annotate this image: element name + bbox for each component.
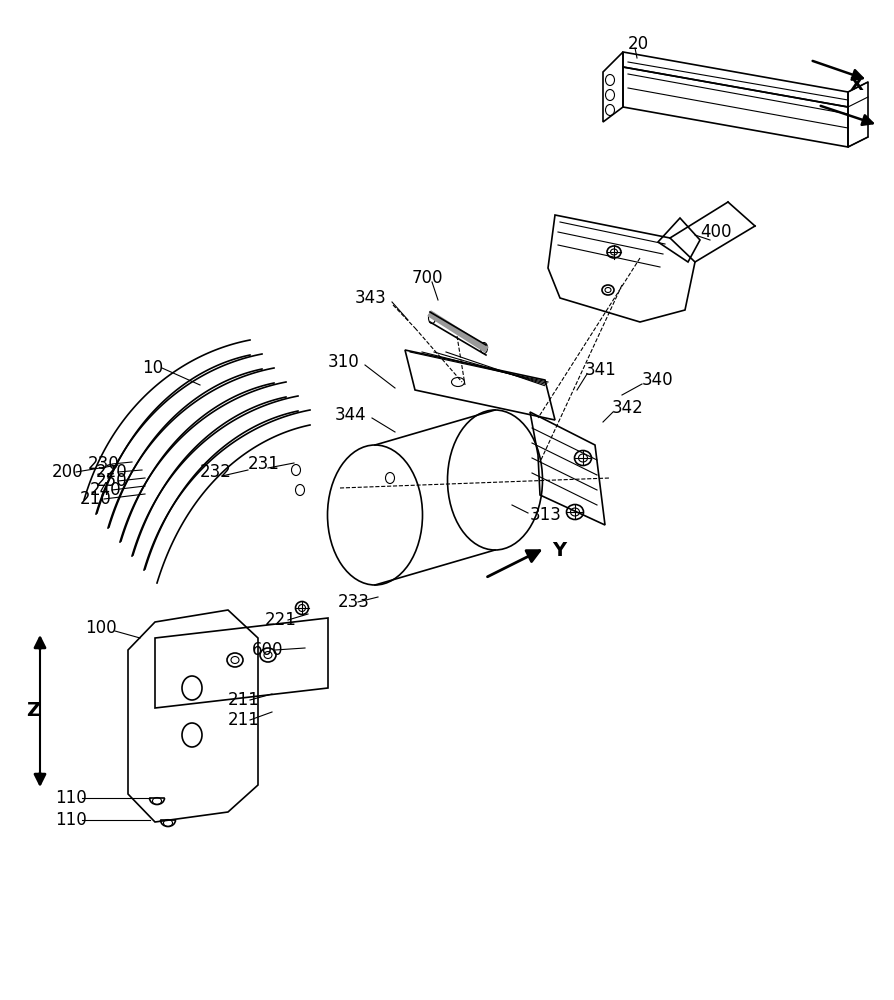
Text: 211: 211 xyxy=(228,691,259,709)
Text: 313: 313 xyxy=(529,506,561,524)
Text: 210: 210 xyxy=(80,490,112,508)
Text: 221: 221 xyxy=(265,611,297,629)
Text: 340: 340 xyxy=(641,371,673,389)
Text: 232: 232 xyxy=(199,463,232,481)
Text: 211: 211 xyxy=(228,711,259,729)
Text: 220: 220 xyxy=(96,463,128,481)
Text: Z: Z xyxy=(26,700,40,720)
Text: 600: 600 xyxy=(252,641,283,659)
Text: Y: Y xyxy=(552,540,566,560)
Text: 20: 20 xyxy=(628,35,648,53)
Text: 110: 110 xyxy=(55,811,87,829)
Text: X: X xyxy=(849,76,863,94)
Text: 100: 100 xyxy=(85,619,116,637)
Text: 344: 344 xyxy=(334,406,367,424)
Text: 341: 341 xyxy=(585,361,616,379)
Text: 231: 231 xyxy=(248,455,280,473)
Text: 343: 343 xyxy=(355,289,386,307)
Text: 10: 10 xyxy=(142,359,163,377)
Text: 250: 250 xyxy=(96,472,128,490)
Text: 700: 700 xyxy=(411,269,443,287)
Text: 200: 200 xyxy=(52,463,83,481)
Text: 342: 342 xyxy=(611,399,643,417)
Text: 110: 110 xyxy=(55,789,87,807)
Text: 240: 240 xyxy=(90,481,122,499)
Text: 233: 233 xyxy=(338,593,369,611)
Text: 310: 310 xyxy=(327,353,359,371)
Text: 400: 400 xyxy=(699,223,730,241)
Text: 230: 230 xyxy=(88,455,120,473)
